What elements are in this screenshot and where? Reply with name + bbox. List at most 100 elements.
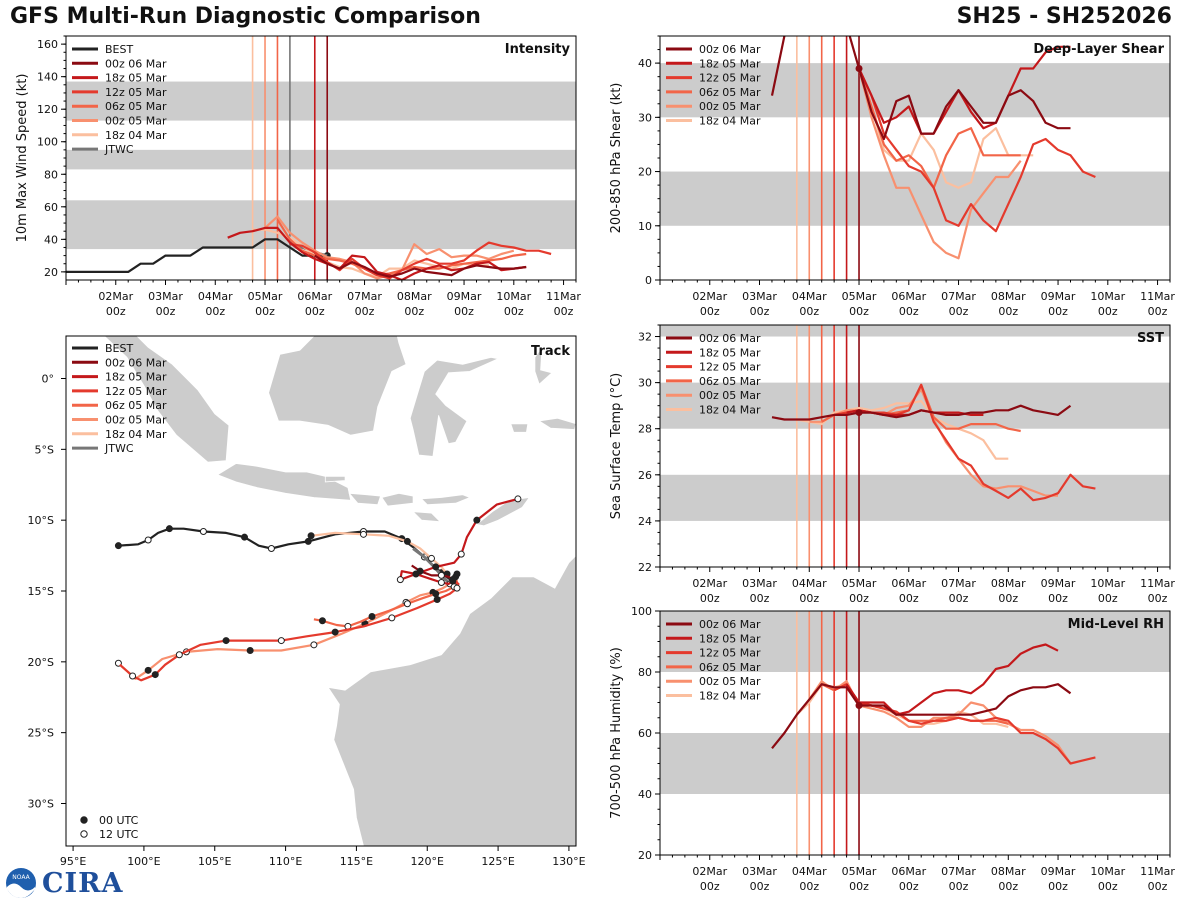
- sst-x-tick-label: 00z: [849, 592, 869, 605]
- land-new-guinea: [575, 389, 576, 392]
- sst-series-line: [833, 383, 1096, 502]
- land-java: [216, 463, 352, 501]
- intensity-title: Intensity: [505, 42, 571, 57]
- track-x-tick-label: 95°E: [60, 855, 86, 868]
- track-y-tick-label: 0°: [42, 373, 55, 386]
- sst-x-tick-label: 08Mar: [991, 577, 1026, 590]
- rh-x-tick-label: 00z: [949, 880, 969, 893]
- sst-title: SST: [1137, 331, 1164, 346]
- land-flores: [420, 494, 471, 506]
- intensity-legend-label: 18z 04 Mar: [105, 129, 167, 142]
- rh-y-tick-label: 60: [638, 727, 652, 740]
- rh-x-tick-label: 09Mar: [1041, 865, 1076, 878]
- sst-x-tick-label: 00z: [899, 592, 919, 605]
- land-madura: [324, 475, 346, 483]
- shear-x-tick-label: 08Mar: [991, 290, 1026, 303]
- land-australia: [327, 555, 576, 846]
- intensity-y-tick-label: 40: [44, 233, 58, 246]
- sst-y-axis-label: Sea Surface Temp (°C): [609, 373, 624, 520]
- rh-x-tick-label: 08Mar: [991, 865, 1026, 878]
- sst-x-tick-label: 05Mar: [842, 577, 877, 590]
- track-point-00utc: [449, 576, 457, 584]
- track-x-tick-label: 115°E: [340, 855, 373, 868]
- sst-x-tick-label: 03Mar: [742, 577, 777, 590]
- intensity-y-tick-label: 100: [37, 136, 58, 149]
- shear-legend-label: 06z 05 Mar: [699, 86, 761, 99]
- sst-x-tick-label: 00z: [998, 592, 1018, 605]
- shear-y-tick-label: 30: [638, 111, 652, 124]
- shear-chart: 02Mar 00z 03Mar 00z 04Mar 00z 05Mar 00z 06Mar 00z…: [609, 35, 1175, 318]
- land-timor: [475, 496, 531, 527]
- track-y-tick-label: 30°S: [28, 798, 54, 811]
- shear-x-tick-label: 00z: [1048, 305, 1068, 318]
- intensity-plot: [66, 36, 576, 280]
- sst-legend-label: 12z 05 Mar: [699, 361, 761, 374]
- intensity-legend-label: JTWC: [104, 143, 134, 156]
- sst-y-tick-label: 22: [638, 561, 652, 574]
- track-point-12utc: [388, 614, 396, 622]
- rh-series-line: [845, 643, 1059, 716]
- intensity-y-tick-label: 140: [37, 71, 58, 84]
- intensity-x-tick-label: 00z: [255, 305, 275, 318]
- intensity-x-tick-label: 07Mar: [347, 290, 382, 303]
- rh-x-tick-label: 05Mar: [842, 865, 877, 878]
- track-chart: 95°E 100°E 105°E 110°E 115°E 120°E 125°E 130°E 0…: [28, 335, 586, 868]
- sst-x-tick-label: 10Mar: [1090, 577, 1125, 590]
- track-point-12utc: [428, 554, 435, 562]
- track-point-00utc: [432, 563, 440, 571]
- sst-x-tick-label: 00z: [750, 592, 770, 605]
- track-point-12utc: [360, 530, 367, 538]
- shear-legend-label: 00z 05 Mar: [699, 100, 761, 113]
- shear-x-tick-label: 00z: [949, 305, 969, 318]
- rh-y-axis-label: 700-500 hPa Humidity (%): [609, 647, 624, 819]
- rh-x-tick-label: 02Mar: [692, 865, 727, 878]
- intensity-x-tick-label: 00z: [404, 305, 424, 318]
- shear-y-tick-label: 20: [638, 166, 652, 179]
- storm-id: SH25 - SH252026: [956, 4, 1172, 29]
- rh-plot: [660, 611, 1170, 855]
- intensity-x-tick-label: 02Mar: [98, 290, 133, 303]
- track-point-00utc: [416, 567, 424, 575]
- intensity-x-tick-label: 00z: [454, 305, 474, 318]
- sst-series-line: [771, 404, 1072, 421]
- track-point-12utc: [144, 536, 152, 544]
- shear-band: [660, 63, 1170, 118]
- track-line: [117, 573, 458, 680]
- track-point-00utc: [241, 533, 248, 541]
- track-x-tick-label: 120°E: [411, 855, 444, 868]
- rh-legend-label: 18z 04 Mar: [699, 690, 761, 703]
- intensity-x-tick-label: 00z: [504, 305, 524, 318]
- land-sumbawa: [381, 492, 414, 507]
- cira-label: CIRA: [42, 867, 124, 899]
- sst-legend-label: 18z 04 Mar: [699, 404, 761, 417]
- rh-series-line: [833, 683, 1096, 765]
- sst-frame: [659, 324, 1171, 568]
- intensity-series-line: [227, 226, 527, 280]
- sst-y-tick-label: 26: [638, 469, 652, 482]
- shear-x-tick-label: 10Mar: [1090, 290, 1125, 303]
- sst-legend-label: 00z 05 Mar: [699, 389, 761, 402]
- rh-title: Mid-Level RH: [1068, 617, 1164, 632]
- rh-series-line: [771, 683, 1072, 749]
- sst-band: [660, 325, 1170, 337]
- sst-x-tick-label: 00z: [799, 592, 819, 605]
- track-point-00utc: [165, 525, 173, 533]
- track-legend-label: 06z 05 Mar: [105, 399, 167, 412]
- sst-current-dot: [855, 409, 863, 417]
- rh-current-dot: [855, 702, 863, 710]
- land-seram: [538, 417, 576, 430]
- shear-band: [660, 171, 1170, 226]
- track-dot-legend-marker: [80, 830, 88, 838]
- shear-x-tick-label: 00z: [750, 305, 770, 318]
- logo: NOAA CIRA: [4, 866, 124, 900]
- track-point-12utc: [199, 528, 207, 535]
- shear-x-tick-label: 03Mar: [742, 290, 777, 303]
- track-x-tick-label: 105°E: [198, 855, 231, 868]
- shear-x-tick-label: 00z: [1148, 305, 1168, 318]
- track-y-tick-label: 10°S: [28, 514, 54, 527]
- sst-band: [660, 382, 1170, 429]
